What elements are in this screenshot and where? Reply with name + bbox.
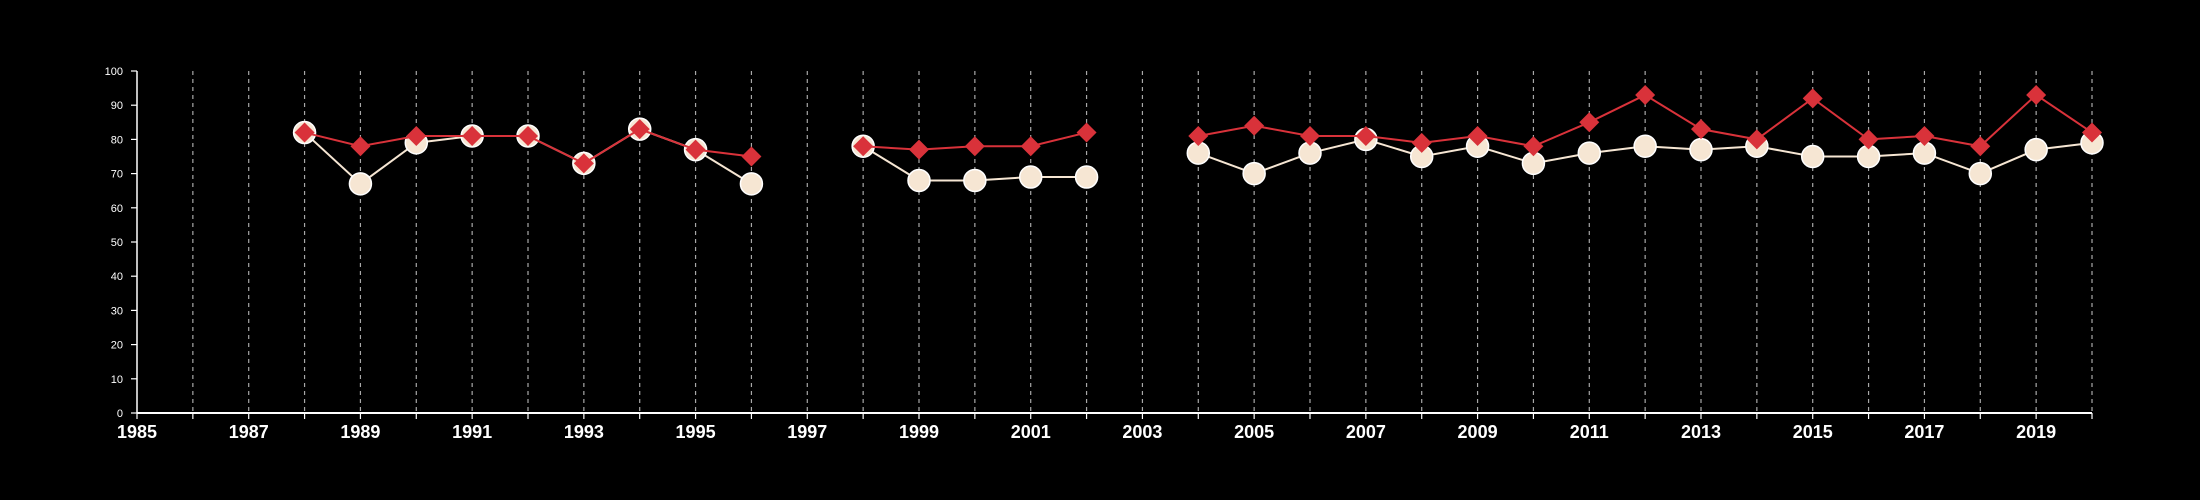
- x-tick-label: 1999: [899, 422, 939, 442]
- data-point-diamond: [1244, 115, 1265, 136]
- data-point-diamond: [1076, 122, 1097, 143]
- y-tick-label: 80: [111, 134, 123, 146]
- x-tick-label: 1985: [117, 422, 157, 442]
- x-tick-label: 1987: [229, 422, 269, 442]
- axes: 0 10 20 30 40 50 60 70 80 90 100 1985 1987 1989 1991 19…: [105, 66, 2093, 442]
- x-tick-label: 2005: [1234, 422, 1274, 442]
- series-2: [294, 84, 2102, 174]
- x-tick-label: 2011: [1570, 422, 1609, 442]
- x-tick-label: 1989: [340, 422, 380, 442]
- x-tick-label: 2017: [1904, 422, 1944, 442]
- data-point-diamond: [406, 125, 427, 146]
- x-tick-label: 1993: [564, 422, 604, 442]
- data-point-diamond: [573, 153, 594, 174]
- y-tick-label: 40: [111, 271, 123, 283]
- data-point-circle: [907, 168, 931, 193]
- x-tick-label: 2019: [2016, 422, 2056, 442]
- data-point-diamond: [1020, 136, 1041, 157]
- data-point-circle: [1968, 161, 1993, 186]
- data-point-diamond: [1858, 129, 1879, 150]
- data-point-diamond: [2026, 84, 2047, 105]
- grid: [192, 71, 2093, 413]
- data-point-diamond: [350, 136, 371, 157]
- data-point-diamond: [294, 122, 315, 143]
- y-tick-label: 50: [111, 237, 123, 249]
- y-tick-label: 10: [111, 374, 123, 386]
- data-point-diamond: [1579, 112, 1600, 133]
- data-point-diamond: [853, 136, 874, 157]
- x-tick-label: 2001: [1011, 422, 1051, 442]
- data-point-diamond: [685, 139, 706, 160]
- data-point-diamond: [1635, 84, 1656, 105]
- data-point-diamond: [629, 119, 650, 140]
- data-point-circle: [1074, 165, 1099, 189]
- data-point-circle: [1633, 134, 1657, 158]
- data-point-diamond: [1188, 125, 1209, 146]
- y-tick-label: 90: [111, 100, 123, 112]
- data-point-diamond: [741, 146, 762, 167]
- data-point-diamond: [909, 139, 929, 160]
- data-point-diamond: [1467, 125, 1488, 146]
- x-tick-label: 2009: [1458, 422, 1498, 442]
- data-point-diamond: [518, 125, 538, 146]
- x-tick-label: 1997: [787, 422, 827, 442]
- data-point-diamond: [462, 125, 483, 146]
- data-point-diamond: [1970, 136, 1991, 157]
- data-point-circle: [1242, 161, 1266, 186]
- y-tick-label: 70: [111, 169, 123, 181]
- data-point-circle: [1800, 144, 1825, 169]
- data-point-diamond: [2082, 122, 2102, 143]
- data-point-diamond: [1802, 88, 1823, 109]
- y-tick-label: 20: [111, 340, 123, 352]
- data-point-diamond: [1300, 125, 1320, 146]
- data-point-circle: [963, 168, 987, 193]
- x-tick-label: 1995: [676, 422, 716, 442]
- data-point-diamond: [1355, 125, 1376, 146]
- y-tick-label: 0: [117, 408, 123, 420]
- y-tick-label: 100: [105, 66, 123, 78]
- data-point-diamond: [1691, 119, 1711, 140]
- data-point-diamond: [1914, 125, 1935, 146]
- y-tick-label: 60: [111, 203, 123, 215]
- x-tick-label: 2013: [1681, 422, 1721, 442]
- data-point-diamond: [1411, 132, 1432, 153]
- data-point-circle: [348, 172, 373, 196]
- x-tick-label: 2007: [1346, 422, 1386, 442]
- y-tick-label: 30: [111, 305, 123, 317]
- x-tick-label: 2003: [1122, 422, 1162, 442]
- data-point-circle: [739, 172, 764, 196]
- data-point-circle: [1018, 165, 1043, 189]
- series-group: [292, 84, 2104, 196]
- data-point-diamond: [1746, 129, 1767, 150]
- data-point-circle: [1689, 137, 1713, 162]
- x-tick-label: 1991: [452, 422, 492, 442]
- data-point-circle: [2024, 137, 2048, 162]
- data-point-diamond: [1523, 136, 1544, 157]
- data-point-circle: [1577, 141, 1602, 165]
- data-point-diamond: [964, 136, 985, 157]
- x-tick-label: 2015: [1793, 422, 1833, 442]
